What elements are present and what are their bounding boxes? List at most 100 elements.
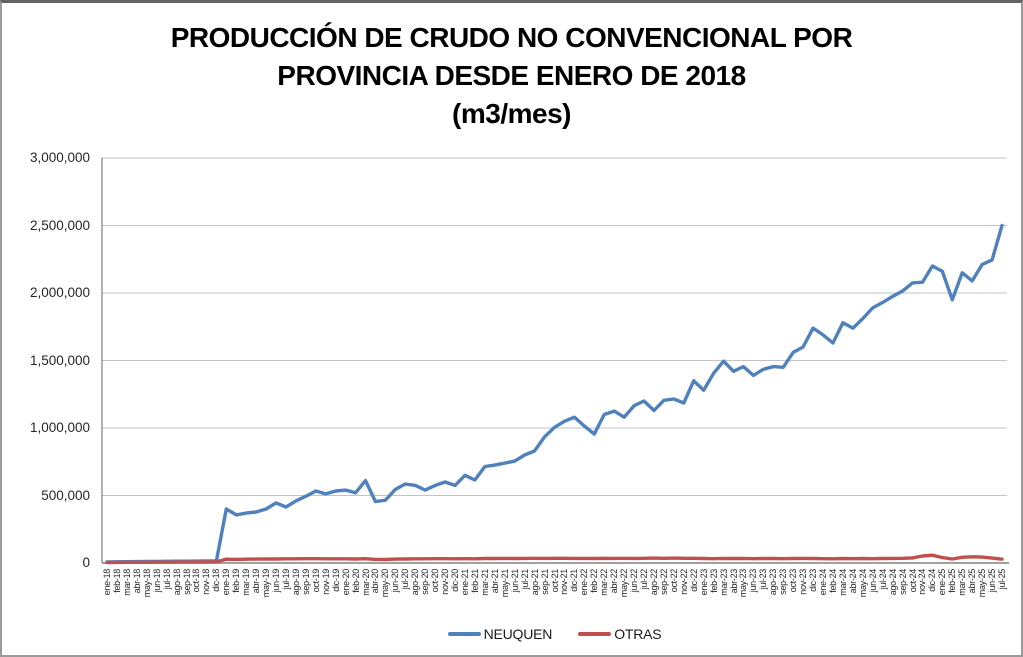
x-axis-tick-label: ene-21 (459, 569, 470, 596)
x-axis-tick-label: ene-25 (937, 569, 948, 596)
x-axis-tick-label: ago-18 (171, 569, 182, 596)
x-axis-tick-label: may-25 (977, 569, 988, 598)
x-axis-tick-label: feb-18 (111, 569, 122, 593)
legend: NEUQUEN OTRAS (102, 623, 1007, 645)
legend-label-otras: OTRAS (614, 626, 662, 642)
x-axis-tick-label: nov-19 (320, 569, 331, 595)
x-axis-tick-label: ago-24 (887, 569, 898, 596)
x-axis-tick-label: ago-21 (529, 569, 540, 596)
legend-item-neuquen: NEUQUEN (447, 626, 553, 642)
x-axis-tick-label: may-24 (857, 569, 868, 598)
x-axis-tick-label: mar-19 (241, 569, 252, 596)
x-axis-tick-label: oct-21 (549, 569, 560, 593)
x-axis-tick-label: jul-19 (280, 569, 291, 590)
x-axis-tick-label: feb-19 (231, 569, 242, 593)
x-axis-tick-label: feb-24 (827, 569, 838, 593)
x-axis-tick-label: ene-19 (221, 569, 232, 596)
x-axis-tick-label: dic-23 (808, 569, 819, 592)
x-axis-tick-label: dic-18 (211, 569, 222, 592)
plot-area (101, 157, 1009, 565)
x-axis-tick-label: nov-18 (201, 569, 212, 595)
x-axis-tick-label: may-18 (141, 569, 152, 598)
x-axis-tick-label: nov-23 (798, 569, 809, 595)
x-axis-tick-label: jul-20 (400, 569, 411, 590)
x-axis-tick-label: sep-23 (778, 569, 789, 595)
x-axis-tick-label: jul-18 (161, 569, 172, 590)
x-axis-tick-label: nov-21 (559, 569, 570, 595)
x-axis-tick-label: sep-22 (658, 569, 669, 595)
x-axis-tick-label: abr-25 (967, 569, 978, 594)
x-axis-tick-label: dic-21 (569, 569, 580, 592)
neuquen-line-swatch (447, 632, 481, 636)
x-axis-tick-label: sep-24 (897, 569, 908, 595)
x-axis-tick-label: dic-24 (927, 569, 938, 592)
x-axis-tick-label: jun-18 (151, 569, 162, 593)
x-axis-tick-label: jun-24 (867, 569, 878, 593)
x-axis-tick-label: oct-19 (310, 569, 321, 593)
x-axis-tick-label: ene-24 (818, 569, 829, 596)
x-axis-tick-label: may-22 (619, 569, 630, 598)
x-axis-tick-label: sep-19 (300, 569, 311, 595)
y-axis-tick-label: 500,000 (41, 487, 90, 503)
x-axis-tick-label: feb-21 (469, 569, 480, 593)
x-axis-tick-label: jul-23 (758, 569, 769, 590)
x-axis-tick-label: nov-20 (440, 569, 451, 595)
x-axis-tick-label: feb-25 (947, 569, 958, 593)
x-axis-tick-label: ago-22 (648, 569, 659, 596)
y-axis-tick-label: 2,000,000 (29, 285, 90, 300)
x-axis-tick-label: dic-22 (688, 569, 699, 592)
x-axis-tick-label: jun-23 (748, 569, 759, 593)
x-axis-tick-label: ene-22 (579, 569, 590, 596)
x-axis-tick-label: may-20 (380, 569, 391, 598)
x-axis-tick-label: abr-20 (370, 569, 381, 594)
x-axis-tick-label: sep-21 (539, 569, 550, 595)
x-axis-tick-label: nov-24 (917, 569, 928, 595)
x-axis-tick-label: mar-22 (599, 569, 610, 596)
x-axis-tick-label: abr-22 (609, 569, 620, 594)
x-axis-tick-label: mar-21 (479, 569, 490, 596)
x-axis-tick-label: jul-24 (877, 569, 888, 590)
x-axis-tick-label: oct-18 (191, 569, 202, 593)
y-axis-tick-label: 3,000,000 (29, 150, 90, 165)
x-axis-tick-label: jul-22 (639, 569, 649, 590)
legend-item-otras: OTRAS (578, 626, 662, 642)
x-axis-tick-label: mar-18 (121, 569, 132, 596)
x-axis-tick-label: ene-20 (340, 569, 351, 596)
x-axis-tick-label: oct-23 (788, 569, 799, 593)
x-axis-tick-label: ene-23 (698, 569, 709, 596)
x-axis-tick-label: jul-25 (997, 569, 1008, 590)
x-axis-tick-label: ago-19 (290, 569, 301, 596)
otras-line-swatch (578, 632, 612, 636)
neuquen-line (105, 223, 1004, 564)
x-axis-tick-label: jun-22 (629, 569, 640, 593)
x-axis-tick-label: may-19 (261, 569, 272, 598)
x-axis-tick-label: abr-23 (728, 569, 739, 594)
x-axis-tick-label: may-23 (738, 569, 749, 598)
x-axis-tick-label: feb-22 (589, 569, 600, 593)
x-axis-tick-label: oct-22 (668, 569, 679, 593)
y-axis-tick-label: 0 (82, 555, 90, 570)
chart-title-line3: (m3/mes) (452, 98, 571, 129)
x-axis-tick-label: ago-20 (410, 569, 421, 596)
x-axis-tick-label: mar-25 (957, 569, 968, 596)
y-axis-tick-label: 1,500,000 (29, 352, 90, 368)
x-axis-tick-label: mar-24 (837, 569, 848, 596)
x-axis-tick-label: abr-18 (131, 569, 142, 594)
x-axis-tick-label: abr-21 (489, 569, 500, 594)
x-axis-tick-label: nov-22 (678, 569, 689, 595)
x-axis-tick-label: may-21 (499, 569, 510, 598)
x-axis-tick-label: jul-21 (519, 569, 530, 590)
x-axis-tick-label: sep-20 (420, 569, 431, 595)
x-axis-tick-label: dic-19 (330, 569, 341, 592)
legend-label-neuquen: NEUQUEN (483, 626, 553, 642)
x-axis-tick-label: oct-20 (430, 569, 441, 593)
x-axis-tick-label: feb-20 (350, 569, 361, 593)
x-axis-tick-label: jun-25 (987, 569, 998, 593)
x-axis-tick-label: jun-19 (271, 569, 282, 593)
x-axis-tick-label: ago-23 (768, 569, 779, 596)
x-axis-tick-label: mar-23 (718, 569, 729, 596)
x-axis-tick-label: feb-23 (708, 569, 719, 593)
x-axis-tick-label: jun-21 (509, 569, 520, 593)
chart-title-line1: PRODUCCIÓN DE CRUDO NO CONVENCIONAL POR (170, 22, 853, 53)
